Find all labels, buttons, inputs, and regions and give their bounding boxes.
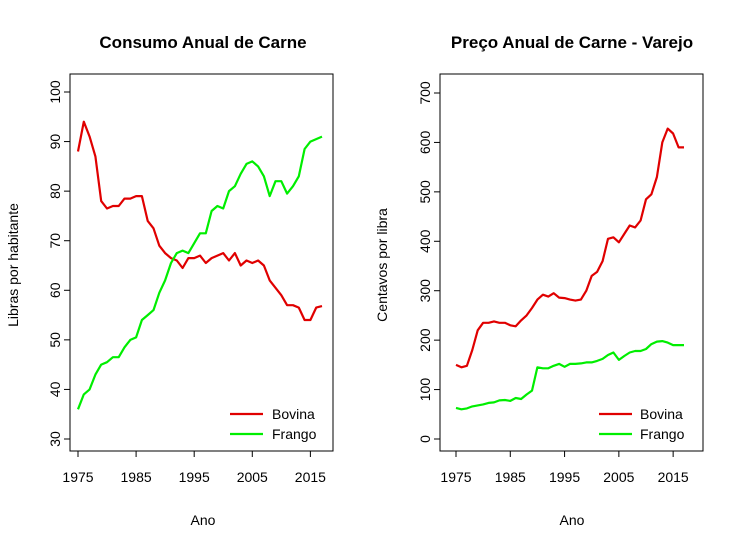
series-line-bovina	[76, 120, 323, 322]
chart-preco: Preço Anual de Carne - Varejo 1975 1985 19…	[374, 33, 704, 528]
plot-frame	[439, 73, 704, 452]
plot-frame	[69, 73, 334, 452]
y-tick-label: 400	[417, 229, 433, 253]
legend: Bovina Frango	[230, 406, 317, 442]
chart-title: Consumo Anual de Carne	[99, 33, 306, 52]
y-tick-label: 0	[417, 435, 433, 443]
y-tick-label: 40	[47, 381, 63, 397]
x-tick-label: 2005	[237, 469, 268, 485]
y-tick-label: 50	[47, 332, 63, 348]
axis-ticks: 1975 1985 1995 2005 2015 30 40 50 60 70 80 90 100	[47, 80, 326, 485]
y-tick-label: 100	[47, 80, 63, 104]
x-tick-label: 2005	[603, 469, 634, 485]
x-tick-label: 1985	[121, 469, 152, 485]
x-tick-label: 1995	[179, 469, 210, 485]
y-tick-label: 200	[417, 328, 433, 352]
y-tick-label: 30	[47, 431, 63, 447]
series-line-frango	[455, 340, 684, 411]
y-tick-label: 300	[417, 279, 433, 303]
legend-label-frango: Frango	[640, 426, 685, 442]
legend-label-bovina: Bovina	[640, 406, 683, 422]
x-tick-label: 1975	[440, 469, 471, 485]
series-line-bovina	[455, 127, 684, 369]
legend-label-frango: Frango	[272, 426, 317, 442]
y-axis-label: Centavos por libra	[374, 208, 390, 322]
legend-label-bovina: Bovina	[272, 406, 315, 422]
x-axis-label: Ano	[560, 512, 585, 528]
y-tick-label: 90	[47, 134, 63, 150]
y-tick-label: 100	[417, 378, 433, 402]
y-tick-label: 700	[417, 81, 433, 105]
x-tick-label: 1995	[549, 469, 580, 485]
series-lines	[455, 127, 684, 411]
y-tick-label: 70	[47, 233, 63, 249]
x-tick-label: 2015	[295, 469, 326, 485]
axis-ticks: 1975 1985 1995 2005 2015 0 100 200 300 400 500 600 7…	[417, 81, 689, 485]
chart-title: Preço Anual de Carne - Varejo	[451, 33, 693, 52]
y-tick-label: 500	[417, 180, 433, 204]
x-tick-label: 1975	[62, 469, 93, 485]
chart-consumo: Consumo Anual de Carne 1975 1985 1995 2005 2…	[5, 33, 334, 528]
series-lines	[76, 120, 323, 410]
series-line-frango	[76, 135, 323, 410]
x-tick-label: 1985	[495, 469, 526, 485]
y-tick-label: 600	[417, 131, 433, 155]
x-axis-label: Ano	[191, 512, 216, 528]
legend: Bovina Frango	[599, 406, 685, 442]
y-tick-label: 60	[47, 282, 63, 298]
x-tick-label: 2015	[658, 469, 689, 485]
y-tick-label: 80	[47, 183, 63, 199]
y-axis-label: Libras por habitante	[5, 203, 21, 327]
